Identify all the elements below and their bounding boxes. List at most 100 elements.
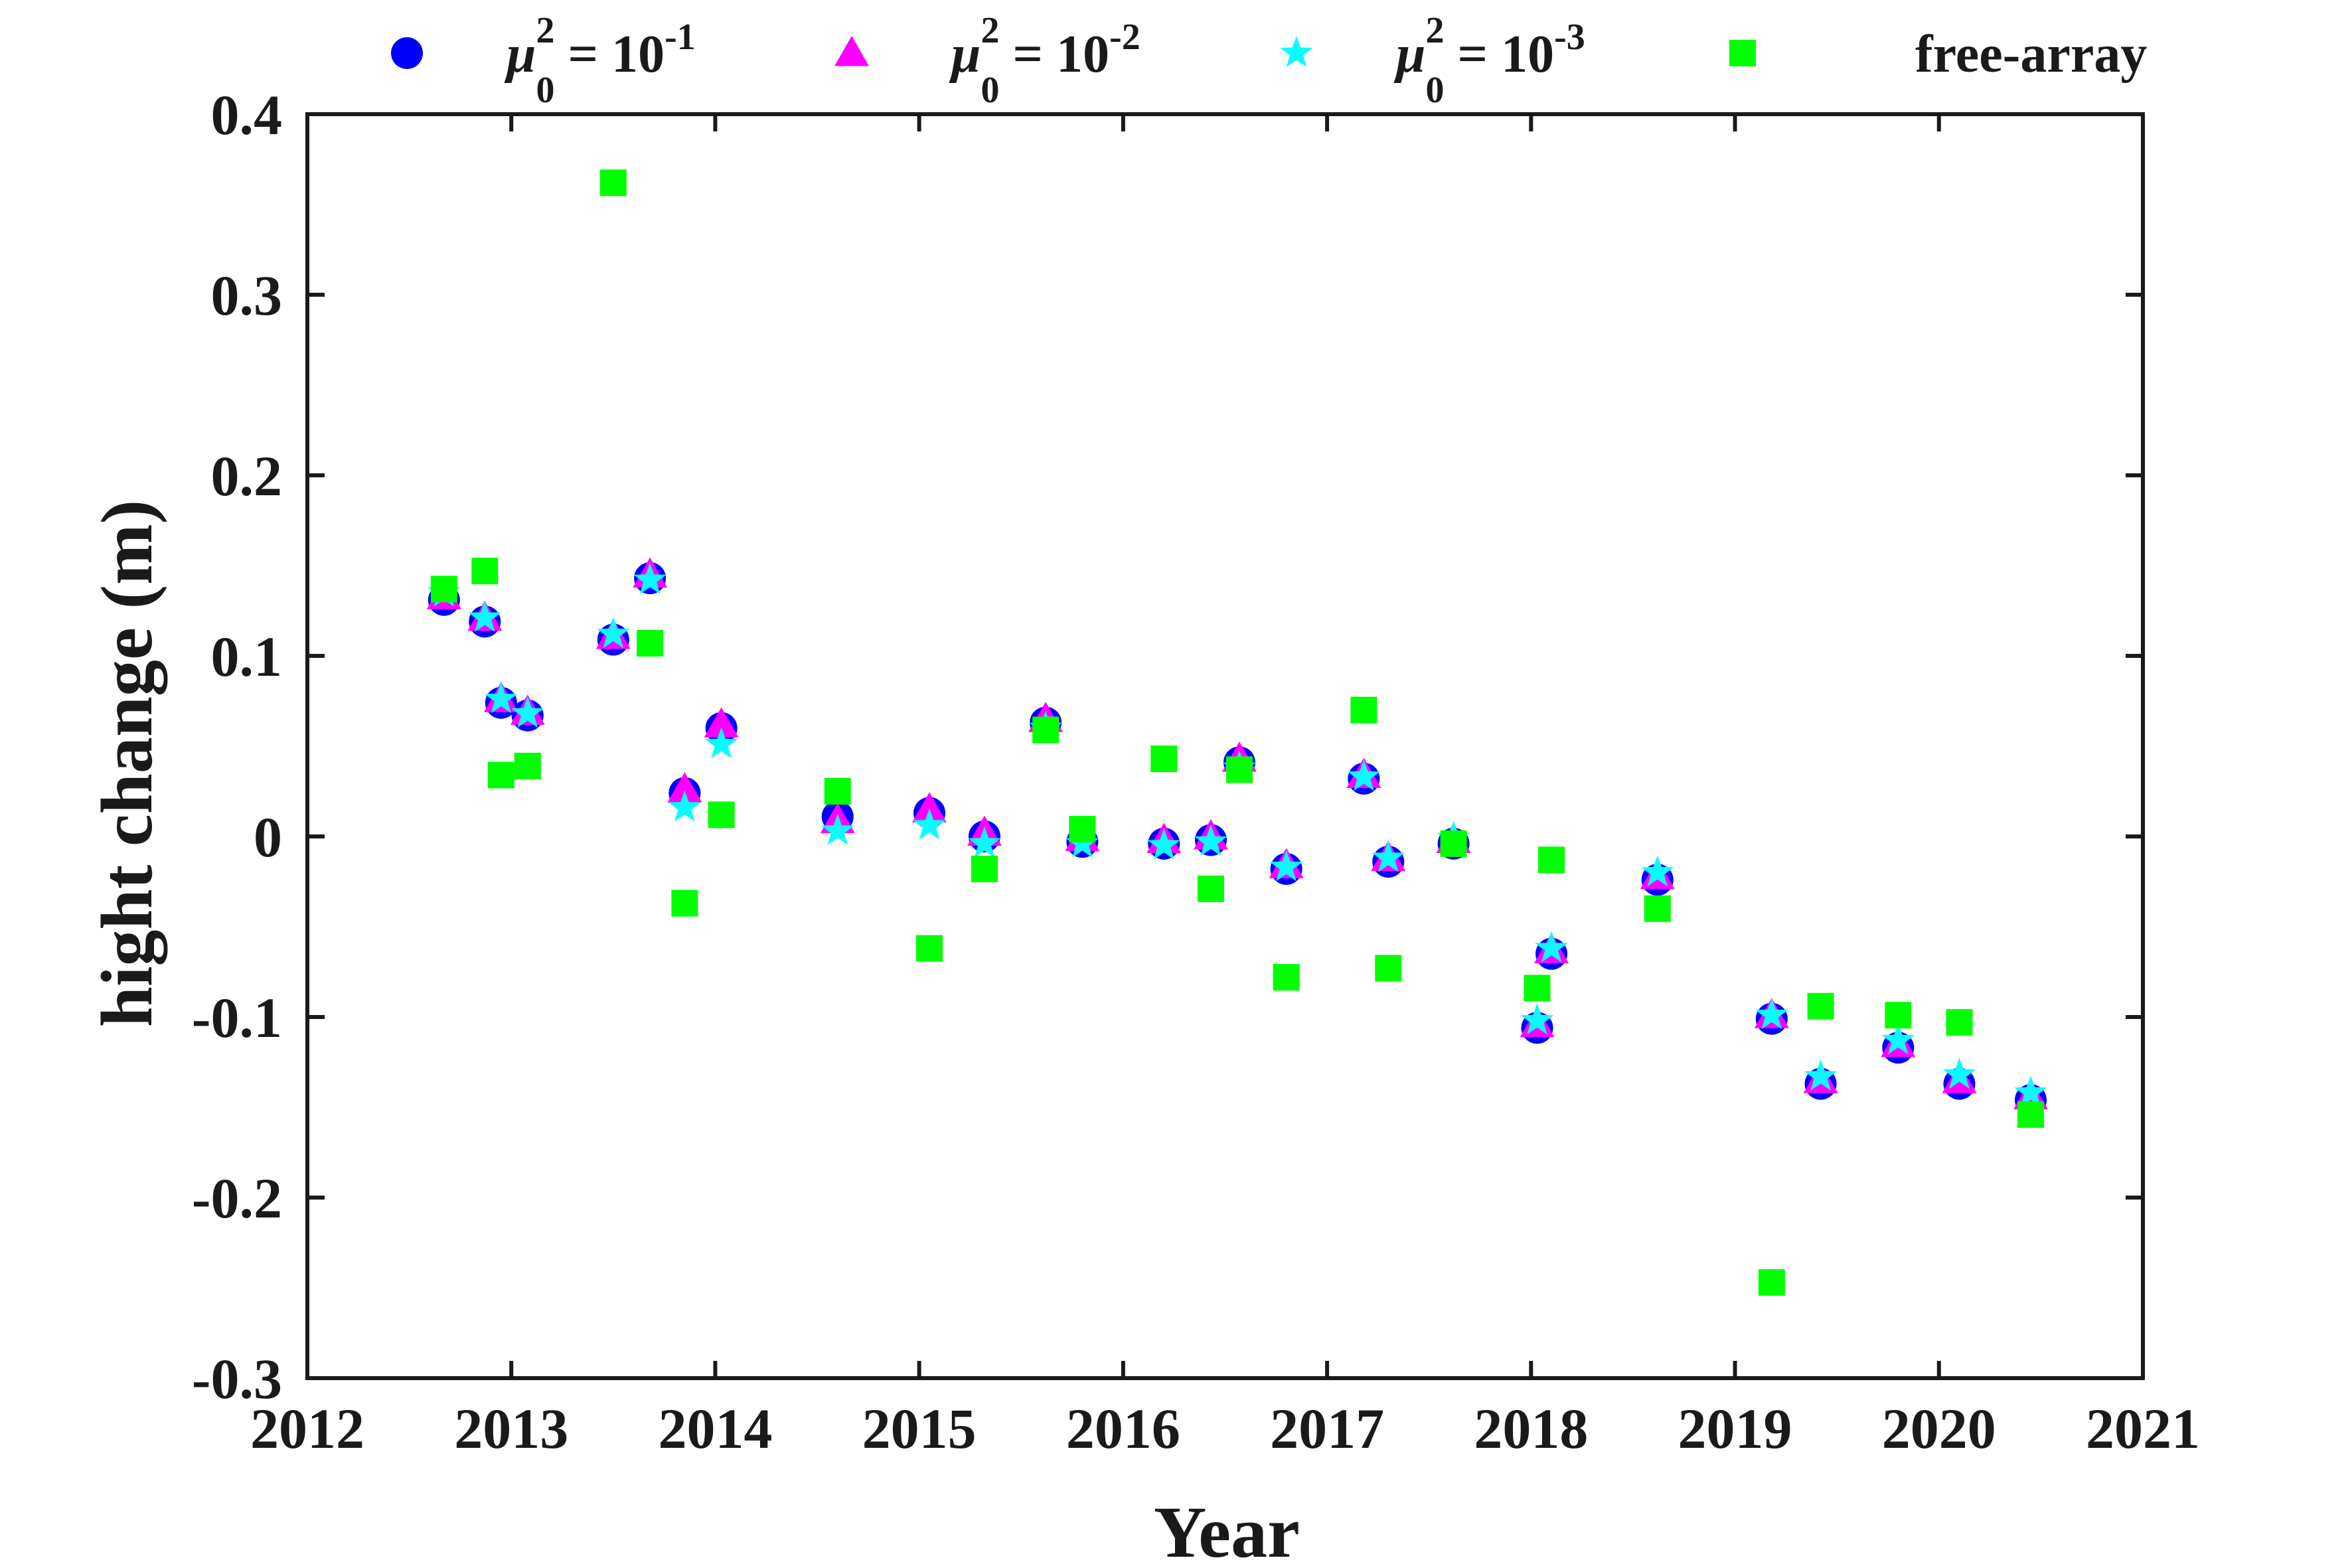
mu-1e-3-point — [821, 813, 854, 845]
x-axis-title: Year — [1154, 1492, 1300, 1568]
y-axis-title: hight change (m) — [86, 500, 167, 1027]
y-tick-label: 0.4 — [211, 83, 283, 147]
legend-marker — [834, 36, 869, 66]
x-tick-label: 2016 — [1066, 1397, 1180, 1460]
legend-marker — [391, 37, 423, 69]
free-array-point — [2017, 1101, 2045, 1128]
legend-marker — [1280, 36, 1313, 67]
free-array-point — [1758, 1269, 1785, 1296]
mu-1e-3-point — [1755, 998, 1788, 1030]
mu-1e-3-point — [2014, 1075, 2047, 1107]
mu-1e-3-point — [668, 790, 702, 822]
free-array-point — [471, 558, 499, 585]
free-array-point — [1440, 830, 1467, 857]
free-array-point — [916, 935, 943, 962]
plot-background — [307, 114, 2143, 1378]
y-tick-label: -0.3 — [192, 1347, 282, 1411]
x-tick-label: 2021 — [2086, 1397, 2200, 1460]
mu-1e-3-point — [1942, 1058, 1976, 1089]
legend-base: = 10 — [1000, 25, 1110, 84]
mu-1e-2-point — [704, 707, 739, 738]
mu-1e-3-point — [485, 682, 518, 714]
mu-1e-3-point — [1269, 850, 1303, 882]
y-tick-label: 0 — [254, 805, 282, 869]
free-array-point — [1524, 975, 1551, 1002]
free-array-point — [599, 169, 627, 196]
free-array-point — [671, 890, 698, 917]
free-array-point — [1226, 756, 1253, 783]
x-tick-label: 2019 — [1678, 1397, 1792, 1460]
mu-1e-3-point — [468, 600, 501, 632]
free-array-point — [1350, 696, 1377, 724]
free-array-point — [637, 629, 664, 657]
free-array-point — [514, 752, 541, 779]
plot-area — [307, 114, 2143, 1378]
x-tick-label: 2014 — [658, 1397, 772, 1460]
y-tick-label: 0.1 — [211, 625, 283, 688]
x-tick-label: 2020 — [1882, 1397, 1996, 1460]
free-array-point — [1032, 716, 1059, 744]
x-tick-label: 2017 — [1270, 1397, 1384, 1460]
x-tick-label: 2012 — [250, 1397, 364, 1460]
mu-1e-3-point — [968, 826, 1001, 858]
free-array-point — [1150, 745, 1178, 773]
mu-1e-3-point — [1372, 840, 1405, 872]
mu-1e-3-point — [511, 696, 544, 728]
mu-1e-3-point — [1147, 828, 1181, 860]
legend-exponent: -1 — [665, 17, 696, 58]
legend-item-4: free-array — [1729, 25, 2147, 84]
legend-exponent: -2 — [1109, 17, 1140, 58]
free-array-point — [1885, 1002, 1912, 1029]
legend-exponent: -3 — [1554, 17, 1585, 58]
legend-label: free-array — [1915, 25, 2147, 84]
free-array-point — [1538, 846, 1565, 874]
legend-base: = 10 — [1445, 25, 1555, 84]
data-markers — [426, 169, 2049, 1296]
legend-mu: μ — [949, 25, 981, 84]
legend-sub: 0 — [1426, 70, 1445, 111]
legend-mu: μ — [1393, 25, 1426, 84]
x-tick-label: 2013 — [454, 1397, 568, 1460]
legend-label: μ2 0 = 10-2 — [949, 10, 1140, 111]
mu-1e-3-point — [1804, 1059, 1838, 1091]
legend-item-2: μ2 0 = 10-2 — [834, 10, 1140, 111]
free-array-point — [824, 778, 851, 805]
y-tick-label: -0.1 — [192, 986, 282, 1050]
mu-1e-3-point — [597, 617, 630, 649]
legend-item-1: μ2 0 = 10-1 — [391, 10, 696, 111]
legend-sup: 2 — [1426, 10, 1445, 51]
free-array-point — [1375, 955, 1402, 982]
mu-1e-3-point — [1535, 931, 1568, 963]
free-array-point — [1946, 1009, 1973, 1036]
mu-1e-3-point — [913, 808, 946, 840]
series-3 — [428, 562, 2047, 1107]
legend-sub: 0 — [536, 70, 555, 111]
legend-sup: 2 — [981, 10, 1000, 51]
free-array-point — [1069, 816, 1096, 843]
plot-frame — [305, 112, 2145, 1380]
series-4 — [430, 169, 2045, 1296]
mu-1e-3-point — [633, 562, 666, 594]
mu-1e-2-point — [912, 792, 947, 823]
mu-1e-3-point — [1194, 824, 1227, 856]
legend-item-3: μ2 0 = 10-3 — [1280, 10, 1585, 111]
free-array-point — [971, 855, 998, 882]
free-array-point — [1807, 992, 1834, 1020]
legend-label: μ2 0 = 10-1 — [504, 10, 696, 111]
mu-1e-2-point — [667, 772, 702, 803]
legend-marker — [1729, 40, 1756, 66]
mu-1e-3-point — [1881, 1023, 1915, 1055]
legend-base: = 10 — [555, 25, 665, 84]
free-array-point — [708, 801, 735, 828]
legend: μ2 0 = 10-1 μ2 0 = 10-2 μ2 0 = 10-3 free-array — [391, 10, 2147, 111]
legend-sup: 2 — [536, 10, 555, 51]
free-array-point — [430, 576, 457, 603]
mu-1e-3-point — [1641, 855, 1674, 887]
y-tick-label: 0.2 — [211, 444, 283, 508]
free-array-point — [1197, 875, 1224, 902]
free-array-point — [1273, 964, 1300, 991]
free-array-point — [1644, 895, 1671, 922]
legend-label: μ2 0 = 10-3 — [1393, 10, 1585, 111]
legend-mu: μ — [504, 25, 536, 84]
